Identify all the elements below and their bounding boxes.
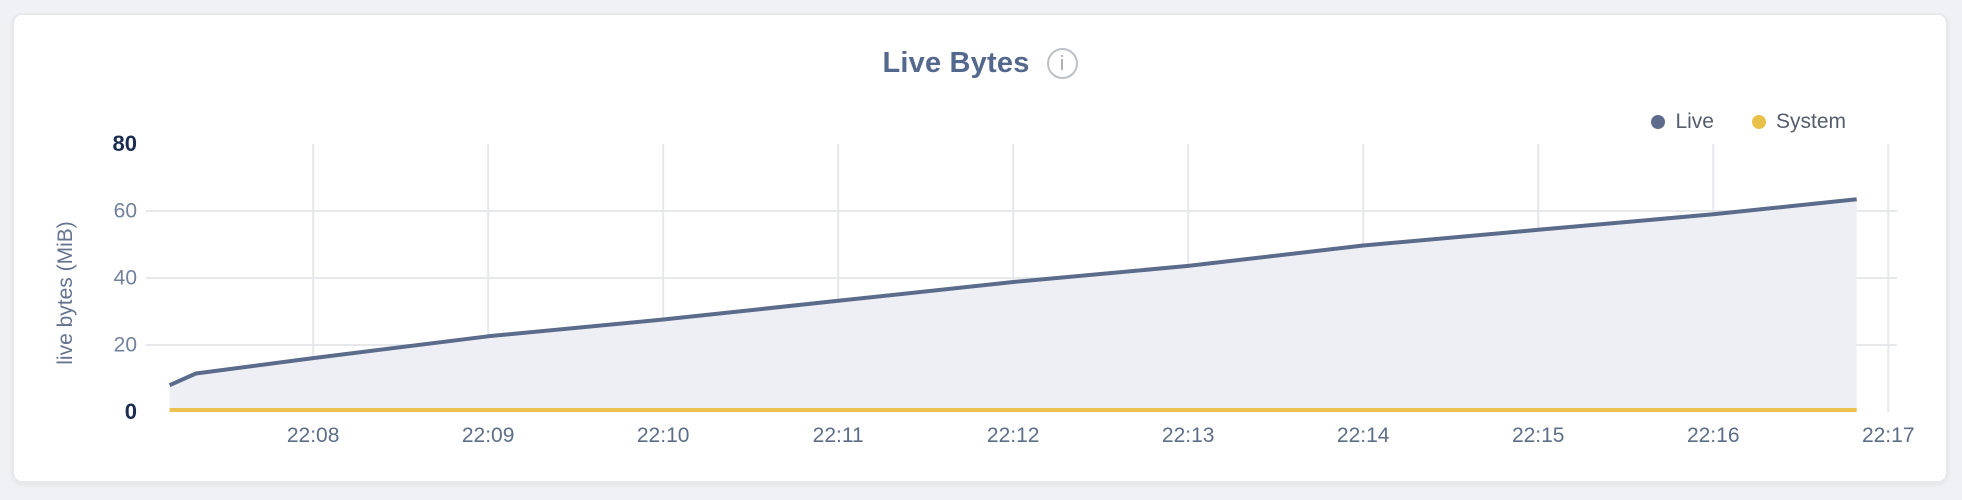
y-tick-label: 60	[113, 199, 137, 223]
x-tick-label: 22:12	[986, 424, 1040, 447]
series-line-live	[168, 197, 1857, 388]
x-tick-label: 22:11	[812, 424, 864, 447]
x-tick-label: 22:08	[286, 424, 340, 447]
y-tick-label: 20	[113, 333, 137, 357]
x-tick-label: 22:17	[1861, 424, 1915, 447]
legend-item-system[interactable]: System	[1751, 110, 1846, 134]
info-icon[interactable]: i	[1046, 48, 1078, 79]
x-tick-label: 22:09	[461, 424, 515, 447]
x-tick-label: 22:13	[1161, 424, 1215, 447]
x-tick-label: 22:16	[1686, 424, 1740, 447]
legend-item-live[interactable]: Live	[1651, 110, 1714, 134]
legend-dot-system	[1751, 115, 1766, 129]
series-fill-live	[169, 199, 1857, 412]
legend-dot-live	[1651, 115, 1666, 129]
legend-label: System	[1775, 110, 1846, 133]
x-tick-label: 22:10	[636, 424, 690, 447]
legend: Live System	[1651, 110, 1846, 134]
chart-title: Live Bytes	[882, 47, 1030, 79]
x-tick-label: 22:14	[1336, 424, 1390, 447]
y-tick-label: 80	[112, 131, 137, 156]
y-tick-label: 0	[124, 399, 137, 424]
legend-label: Live	[1675, 110, 1714, 133]
y-tick-label: 40	[113, 266, 137, 290]
chart-header: Live Bytes i	[14, 48, 1946, 79]
x-tick-label: 22:15	[1511, 424, 1565, 447]
